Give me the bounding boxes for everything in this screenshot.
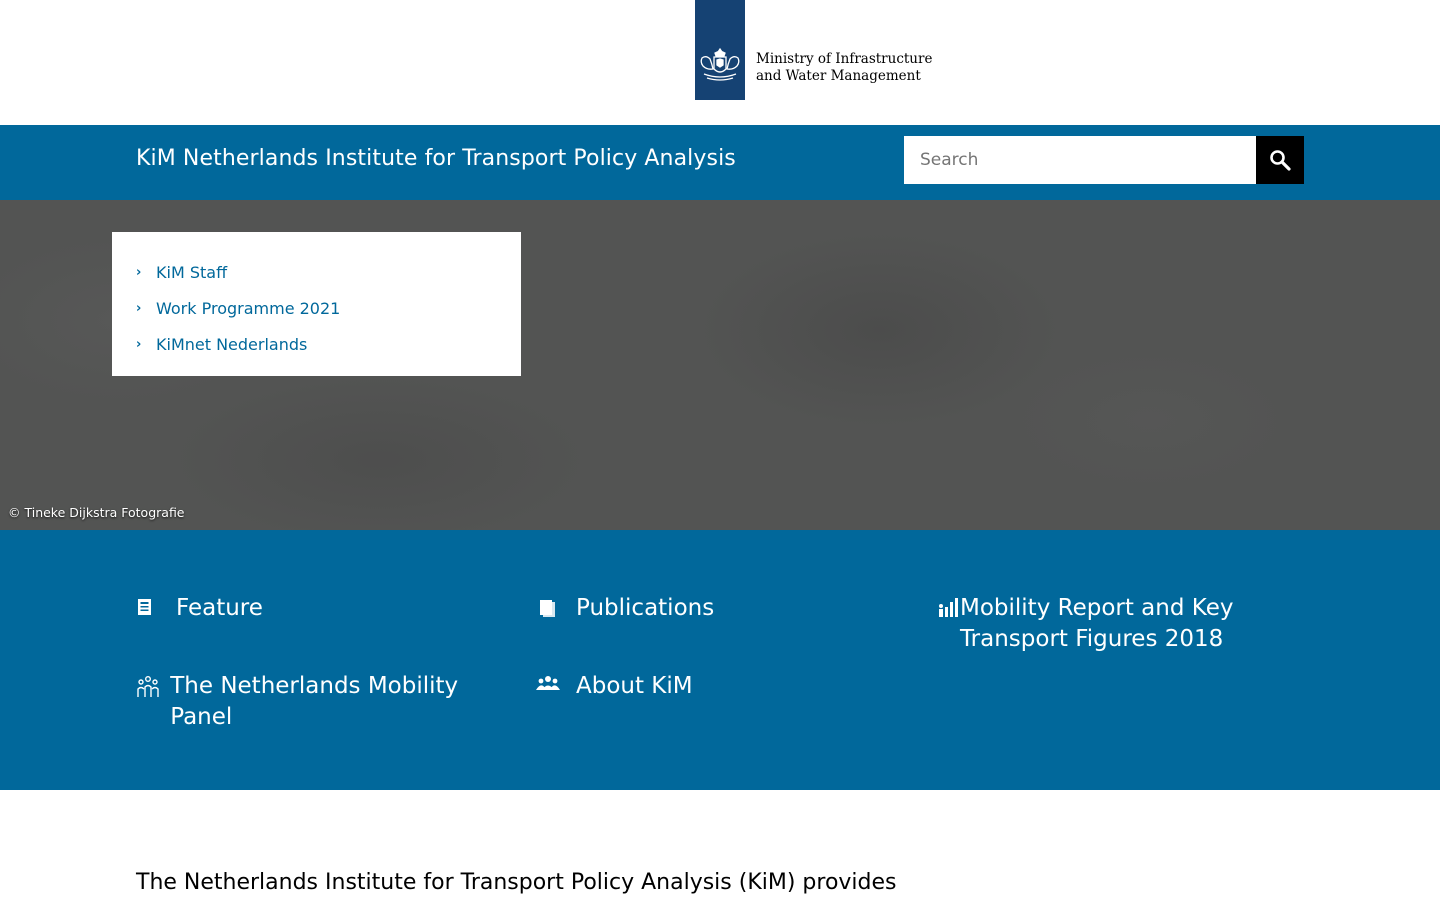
intro-text: The Netherlands Institute for Transport …	[136, 870, 897, 895]
site-title[interactable]: KiM Netherlands Institute for Transport …	[136, 146, 736, 171]
tile-feature[interactable]: Feature	[136, 593, 263, 624]
people-group-icon	[136, 671, 170, 699]
chevron-right-icon: ›	[136, 300, 142, 316]
tile-label: The Netherlands Mobility Panel	[170, 673, 459, 730]
coat-of-arms-icon	[700, 47, 740, 81]
tile-label: Feature	[176, 595, 263, 621]
hero-menu-label: KiMnet Nederlands	[156, 334, 308, 354]
hero-menu: › KiM Staff › Work Programme 2021 › KiMn…	[112, 232, 521, 376]
hero-menu-item-work-programme[interactable]: › Work Programme 2021	[112, 290, 521, 326]
newspaper-icon	[136, 593, 176, 621]
chevron-right-icon: ›	[136, 336, 142, 352]
tile-label: Publications	[576, 595, 715, 621]
hero-menu-label: Work Programme 2021	[156, 298, 341, 318]
logo-header: Ministry of Infrastructure and Water Man…	[0, 0, 1440, 125]
magnifier-icon	[1270, 150, 1291, 171]
bar-chart-people-icon	[936, 593, 960, 621]
search-input[interactable]	[904, 136, 1256, 184]
photo-credit: © Tineke Dijkstra Fotografie	[8, 505, 185, 520]
hero-menu-label: KiM Staff	[156, 262, 228, 282]
tile-about-kim[interactable]: About KiM	[536, 671, 693, 702]
team-icon	[536, 671, 576, 699]
ministry-name-line1: Ministry of Infrastructure	[756, 51, 933, 67]
ministry-name-line2: and Water Management	[756, 68, 921, 84]
hero-banner: › KiM Staff › Work Programme 2021 › KiMn…	[0, 200, 1440, 530]
book-icon	[536, 593, 576, 621]
tile-label: Mobility Report and Key Transport Figure…	[960, 595, 1234, 652]
tile-mobility-report[interactable]: Mobility Report and Key Transport Figure…	[936, 593, 1266, 655]
chevron-right-icon: ›	[136, 264, 142, 280]
ministry-logo[interactable]	[695, 0, 745, 100]
hero-menu-item-kim-staff[interactable]: › KiM Staff	[112, 254, 521, 290]
ministry-name: Ministry of Infrastructure and Water Man…	[756, 51, 932, 85]
topic-tiles: Feature Publications Mobility Report and…	[0, 530, 1440, 790]
hero-menu-item-kimnet[interactable]: › KiMnet Nederlands	[112, 326, 521, 362]
search-button[interactable]	[1256, 136, 1304, 184]
tile-publications[interactable]: Publications	[536, 593, 714, 624]
tile-mobility-panel[interactable]: The Netherlands Mobility Panel	[136, 671, 476, 733]
tile-label: About KiM	[576, 673, 693, 699]
